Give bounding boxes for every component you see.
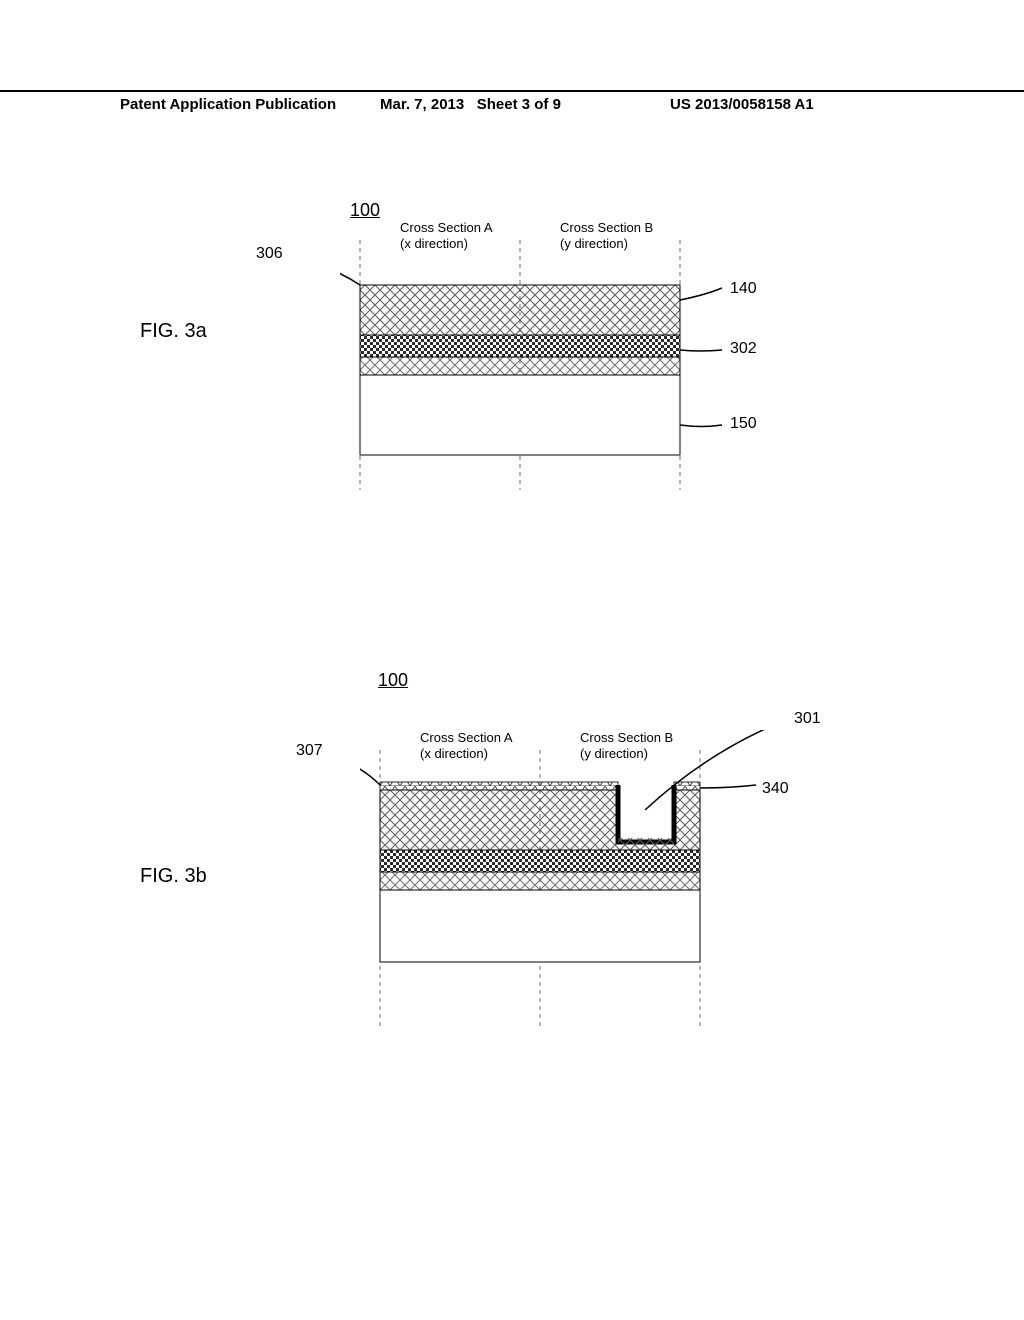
fig3b-diagram bbox=[360, 730, 820, 1050]
fig3a-layer-stack bbox=[360, 285, 680, 455]
page: Patent Application Publication Mar. 7, 2… bbox=[0, 0, 1024, 1320]
header-date-sheet: Mar. 7, 2013 Sheet 3 of 9 bbox=[380, 96, 561, 113]
figure-3b: 100 Cross Section A (x direction) Cross … bbox=[0, 670, 1024, 1090]
fig3b-label: FIG. 3b bbox=[140, 865, 207, 888]
fig3b-100: 100 bbox=[378, 670, 408, 691]
fig3a-100: 100 bbox=[350, 200, 380, 221]
fig3b-layer-stack bbox=[380, 782, 700, 962]
header-pubno: US 2013/0058158 A1 bbox=[670, 96, 814, 113]
fig3b-lead-301: 301 bbox=[794, 710, 821, 728]
fig3b-lead-307: 307 bbox=[296, 742, 323, 760]
figure-3a: 100 Cross Section A (x direction) Cross … bbox=[0, 190, 1024, 550]
fig3a-label: FIG. 3a bbox=[140, 320, 207, 343]
header-sheet: Sheet 3 of 9 bbox=[477, 96, 561, 113]
fig3a-diagram bbox=[340, 240, 760, 520]
page-header: Patent Application Publication Mar. 7, 2… bbox=[0, 90, 1024, 96]
fig3a-lead-306: 306 bbox=[256, 245, 283, 263]
header-publication: Patent Application Publication bbox=[120, 96, 336, 113]
header-date: Mar. 7, 2013 bbox=[380, 96, 464, 113]
